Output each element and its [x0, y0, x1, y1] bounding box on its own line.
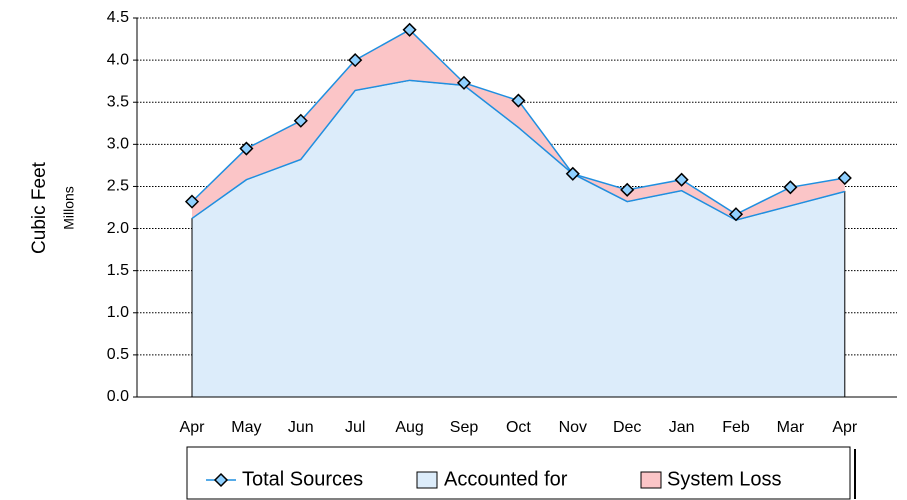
x-tick-label: Jan [669, 419, 695, 436]
legend-box [186, 446, 851, 500]
y-tick-label: 3.0 [107, 136, 129, 153]
x-tick-label: Dec [613, 419, 641, 436]
marker [783, 180, 798, 195]
legend-label: Total Sources [242, 468, 363, 490]
legend-label: Accounted for [444, 468, 568, 490]
x-tick-label: Aug [395, 419, 423, 436]
y-tick-label: 2.5 [107, 178, 129, 195]
y-tick-label: 3.5 [107, 93, 129, 110]
x-tick-label: Jul [345, 419, 365, 436]
y-tick-label: 1.5 [107, 262, 129, 279]
marker [620, 182, 635, 197]
marker [348, 53, 363, 68]
marker [837, 170, 852, 186]
marker [511, 93, 526, 108]
y-tick-label: 4.0 [107, 51, 129, 68]
x-tick-label: Apr [180, 419, 206, 436]
y-tick-label: 0.0 [107, 388, 129, 405]
x-tick-label: Nov [559, 419, 587, 436]
legend-label: System Loss [667, 468, 781, 490]
marker [293, 113, 308, 128]
y-tick-label: 1.0 [107, 304, 129, 321]
x-tick-label: May [231, 419, 261, 436]
x-tick-label: Jun [288, 419, 314, 436]
marker [674, 172, 689, 187]
marker [184, 194, 200, 209]
y-tick-label: 0.5 [107, 346, 129, 363]
marker [402, 22, 417, 37]
y-tick-label: 2.0 [107, 220, 129, 237]
marker [728, 207, 744, 222]
legend-swatch [640, 471, 662, 489]
x-tick-label: Mar [777, 419, 805, 436]
x-tick-label: Oct [506, 419, 531, 436]
marker [239, 141, 254, 156]
x-tick-label: Apr [832, 419, 858, 436]
marker [456, 75, 472, 90]
x-tick-label: Sep [450, 419, 479, 436]
y-axis-label: Cubic Feet [29, 161, 50, 254]
y-tick-label: 4.5 [107, 9, 129, 26]
legend-swatch [416, 471, 438, 489]
x-tick-label: Feb [722, 419, 750, 436]
marker [565, 166, 580, 181]
y-unit-label: Millons [61, 186, 77, 230]
legend-marker [213, 472, 229, 488]
area-system-loss [192, 29, 845, 221]
